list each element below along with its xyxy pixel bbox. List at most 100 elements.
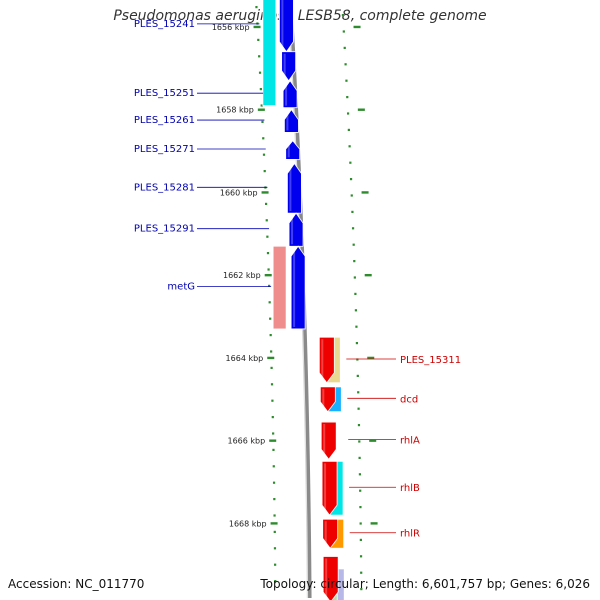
tick-dot-outer [358, 473, 362, 476]
tick-dot-inner [258, 71, 262, 74]
tick-dot-inner [267, 268, 270, 271]
tick-dot-outer [357, 407, 360, 410]
tick-dot-inner [261, 120, 264, 123]
cds-arrow [285, 140, 301, 160]
tick-dot-outer [354, 309, 358, 312]
tick-dot-inner [262, 153, 266, 156]
topology-text: Topology: circular; Length: 6,601,757 bp… [260, 577, 590, 591]
gene-label: rhlR [400, 529, 420, 540]
tick-dot-outer [359, 522, 362, 525]
cds-arrow [319, 386, 336, 413]
tick-dot-outer [351, 227, 355, 230]
tick-dot-inner [268, 301, 271, 304]
gene-label: rhlA [400, 436, 420, 447]
kbp-label: 1664 kbp [226, 354, 264, 363]
kbp-tick-outer [370, 522, 378, 525]
kbp-tick-outer [353, 25, 361, 29]
tick-dot-inner [271, 399, 274, 402]
kbp-tick-outer [367, 356, 375, 360]
tick-dot-inner [273, 498, 276, 501]
tick-dot-inner [270, 366, 273, 369]
kbp-label: 1666 kbp [228, 437, 266, 446]
tick-dot-inner [262, 137, 265, 140]
tick-dot-inner [257, 38, 260, 41]
tick-dot-outer [357, 391, 360, 394]
kbp-label: 1658 kbp [216, 106, 254, 115]
cds-arrow [281, 51, 297, 82]
cds-arrow [279, 0, 294, 53]
tick-dot-inner [258, 55, 261, 58]
kbp-label: 1668 kbp [229, 519, 267, 528]
tick-dot-inner [269, 334, 272, 337]
tick-dot-outer [358, 456, 361, 459]
tick-dot-outer [356, 374, 359, 377]
tick-dot-inner [265, 219, 268, 222]
tick-dot-inner [266, 252, 270, 255]
gene-label: rhlB [400, 483, 420, 494]
tick-dot-inner [270, 383, 274, 386]
tick-dot-outer [357, 424, 361, 427]
tick-dot-inner [260, 104, 263, 107]
kbp-tick [261, 191, 269, 194]
kbp-label: 1662 kbp [223, 271, 261, 280]
cds-arrow [282, 80, 298, 109]
cds-arrow [322, 518, 339, 549]
tick-dot-inner [272, 465, 275, 468]
tick-dot-outer [359, 555, 363, 558]
tick-dot-outer [345, 79, 348, 82]
kbp-tick [269, 439, 277, 442]
tick-dot-inner [266, 235, 269, 238]
feature-block [262, 0, 277, 106]
cds-highlight [325, 558, 328, 600]
cds-highlight [286, 111, 289, 131]
tick-dot-outer [350, 194, 353, 197]
cds-highlight [287, 142, 290, 158]
tick-dot-inner [270, 350, 273, 353]
gene-label: PLES_15311 [400, 355, 461, 366]
cds-highlight [324, 521, 327, 547]
tick-dot-outer [346, 112, 350, 115]
tick-dot-outer [358, 440, 361, 443]
kbp-label: 1660 kbp [220, 188, 258, 197]
cds-highlight [291, 215, 294, 245]
tick-dot-outer [354, 292, 357, 295]
kbp-tick-outer [364, 273, 372, 277]
gene-label: PLES_15291 [134, 224, 195, 235]
tick-dot-outer [359, 489, 362, 492]
tick-dot-inner [264, 202, 268, 205]
cds-highlight [321, 339, 324, 381]
tick-dot-inner [272, 481, 276, 484]
kbp-tick [267, 356, 275, 360]
cds-highlight [322, 388, 325, 410]
tick-dot-outer [352, 243, 355, 246]
tick-dot-inner [269, 317, 272, 320]
tick-dot-outer [359, 538, 362, 541]
tick-dot-outer [349, 178, 353, 181]
tick-dot-outer [355, 325, 358, 328]
tick-dot-outer [355, 342, 359, 345]
tick-dot-inner [274, 563, 277, 566]
kbp-tick-outer [357, 108, 365, 111]
tick-dot-inner [272, 448, 275, 451]
tick-dot-outer [344, 63, 347, 66]
cds-arrow [286, 162, 302, 214]
gene-label: PLES_15271 [134, 144, 195, 155]
gene-label: PLES_15281 [134, 182, 195, 193]
tick-dot-inner [272, 432, 275, 435]
gene-label: PLES_15251 [134, 88, 195, 99]
cds-arrow [283, 109, 299, 133]
tick-dot-outer [351, 210, 354, 213]
cds-highlight [289, 165, 292, 212]
tick-dot-inner [259, 88, 262, 91]
map-title: Pseudomonas aeruginosa LESB58, complete … [113, 8, 487, 24]
tick-dot-outer [360, 588, 363, 591]
cds-highlight [324, 463, 327, 514]
cds-arrow [322, 556, 339, 600]
tick-dot-inner [273, 547, 277, 550]
gene-label: metG [167, 282, 195, 293]
cds-highlight [293, 248, 296, 327]
tick-dot-outer [348, 145, 351, 148]
tick-dot-outer [342, 30, 345, 33]
tick-dot-inner [255, 6, 258, 9]
